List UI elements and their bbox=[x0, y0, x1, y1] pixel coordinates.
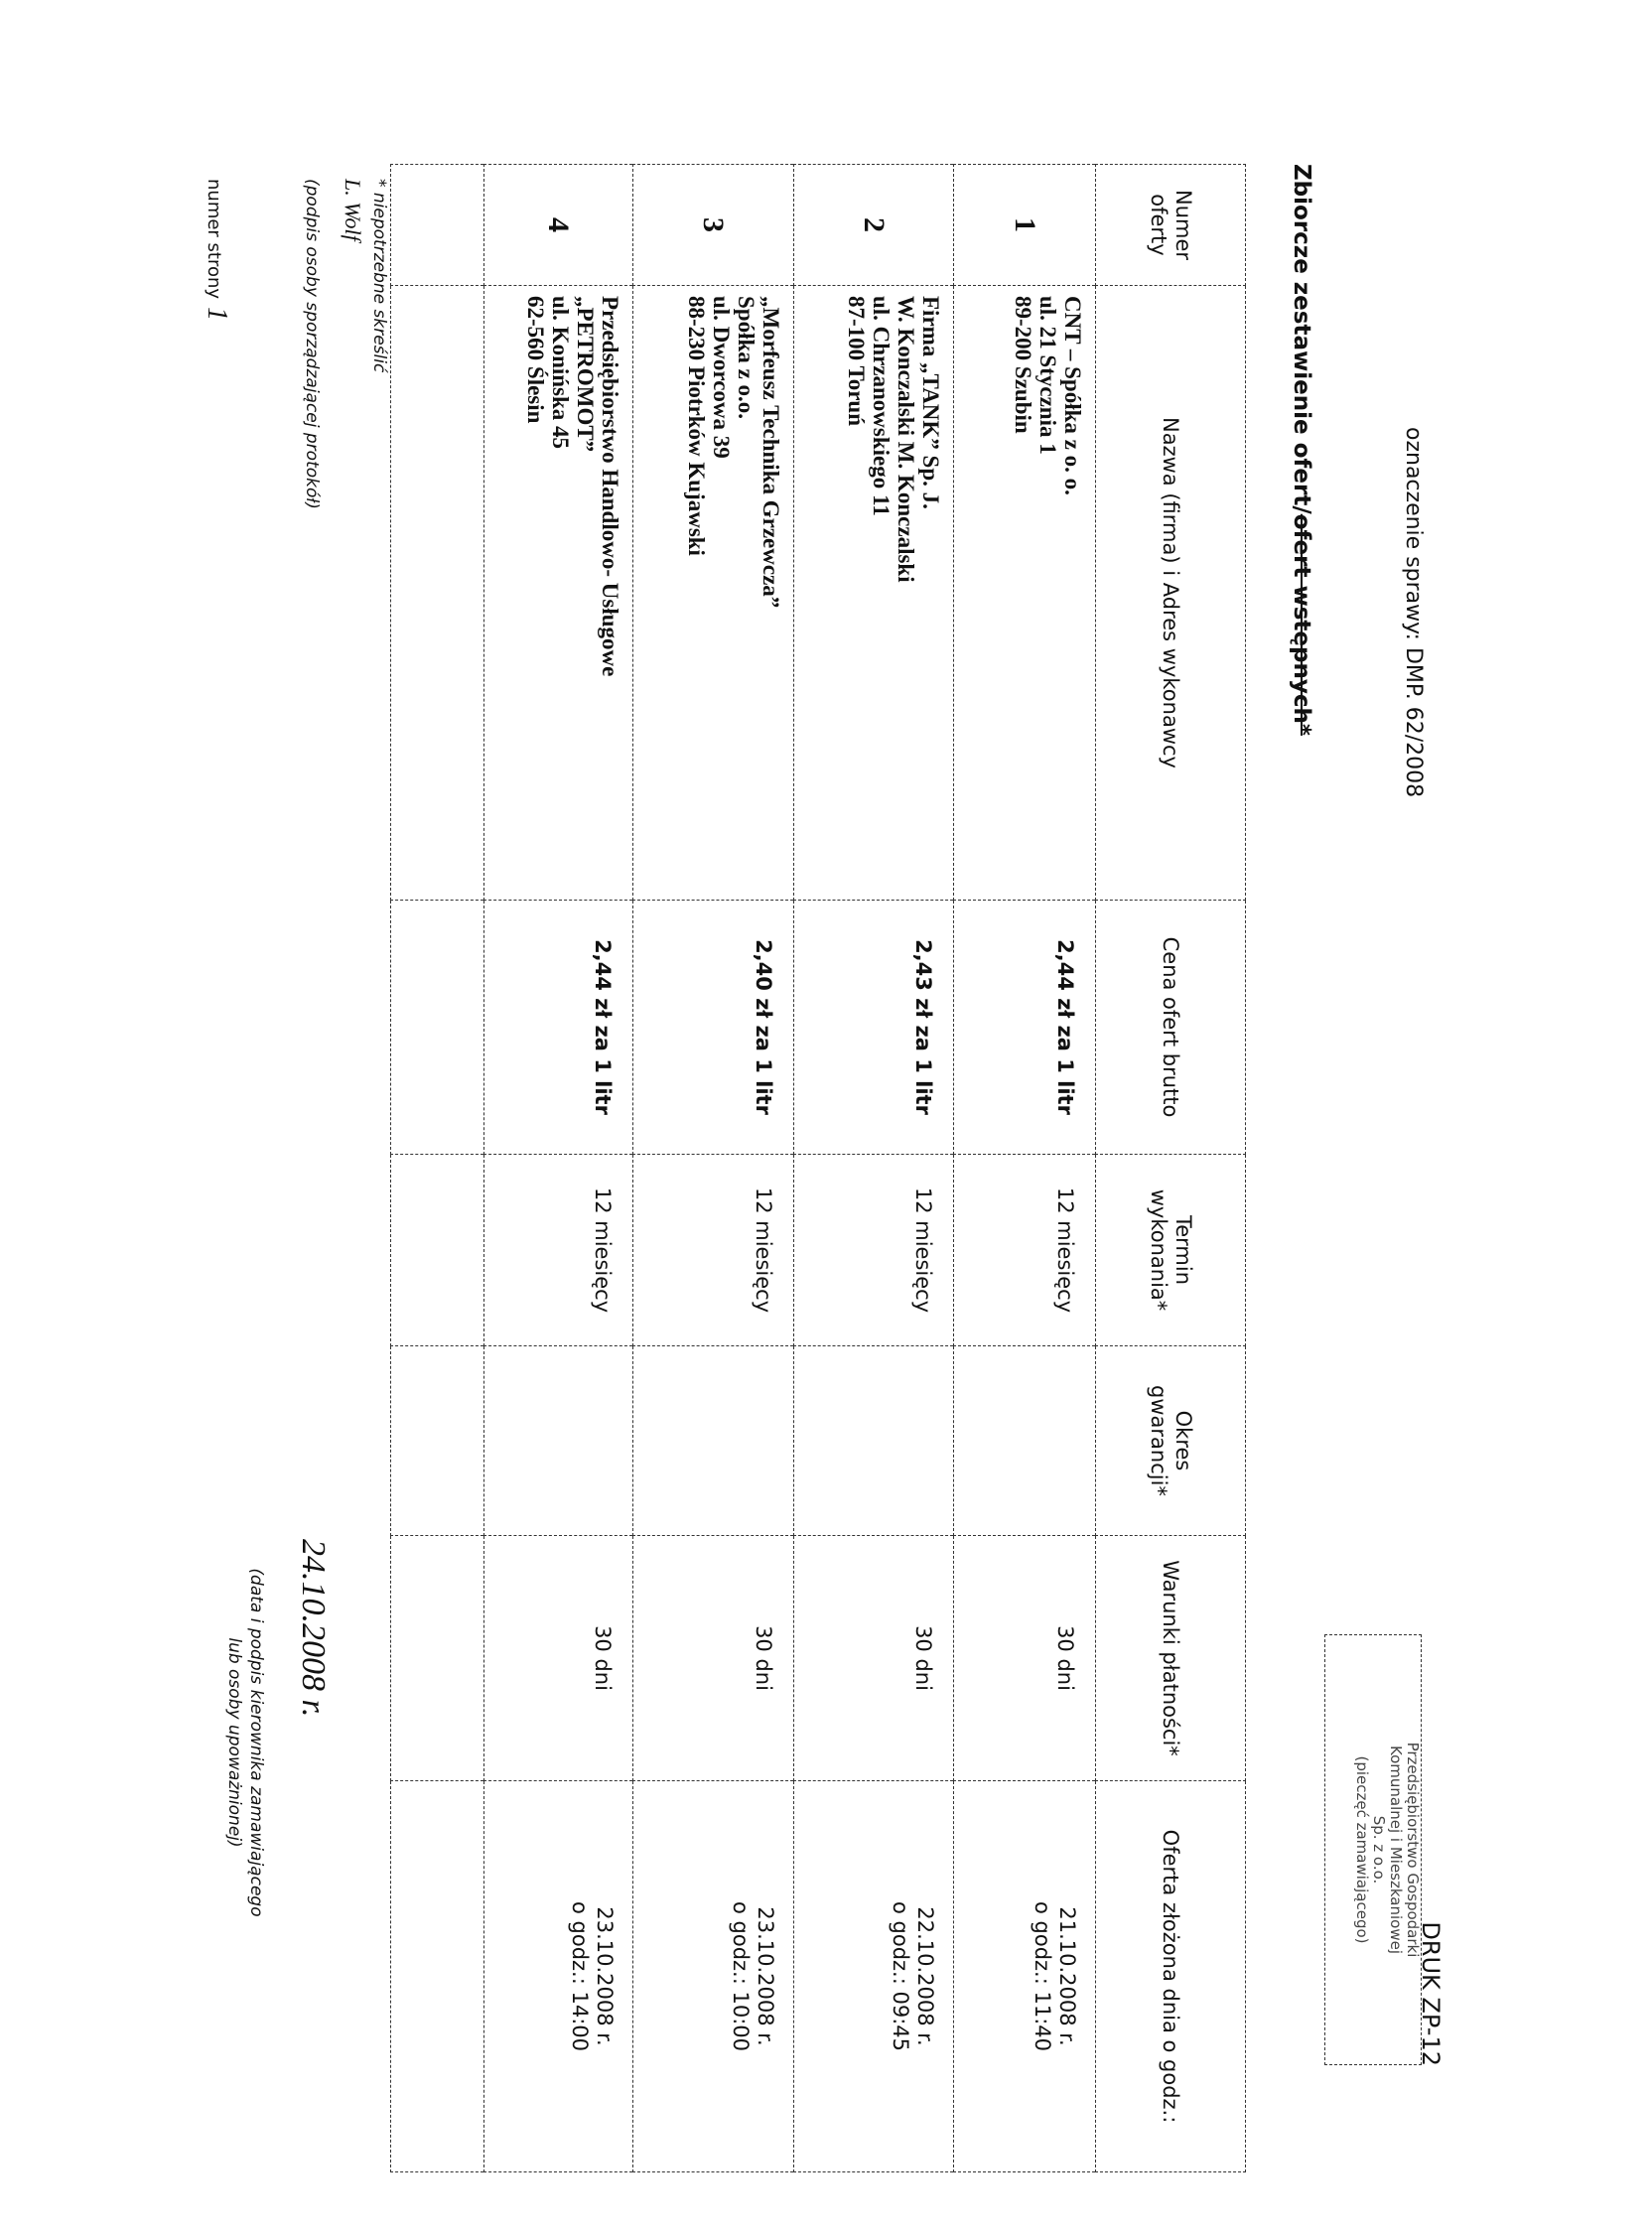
address-line: CNT – Spółka z o. o. bbox=[1060, 296, 1085, 495]
header-name: Nazwa (firma) i Adres wykonawcy bbox=[1095, 285, 1246, 901]
company-stamp: DRUK ZP-12 Przedsiębiorstwo Gospodarki K… bbox=[1324, 1634, 1445, 2068]
header-term: Termin wykonania* bbox=[1095, 1154, 1246, 1346]
date-text: 23.10.2008 r. bbox=[754, 1906, 777, 2046]
stamp-line: Komunalnej i Mieszkaniowej bbox=[1387, 1745, 1405, 1954]
offer-payment: 30 dni bbox=[793, 1535, 954, 1781]
time-text: o godz.: 11:40 bbox=[1031, 1901, 1054, 2051]
offer-payment: 30 dni bbox=[953, 1535, 1096, 1781]
offer-price: 2,40 zł za 1 litr bbox=[632, 900, 794, 1155]
address-line: 89-200 Szubin bbox=[1011, 296, 1035, 434]
approver-date-signature: 24.10.2008 r. bbox=[295, 1539, 332, 1718]
title-struck-text: ofert wstępnych* bbox=[1289, 513, 1314, 736]
address-line: Spółka z o.o. bbox=[734, 296, 758, 419]
page-title: Zbiorcze zestawienie ofert/ofert wstępny… bbox=[1289, 164, 1314, 736]
offer-payment: 30 dni bbox=[483, 1535, 633, 1781]
page-number-label: numer strony bbox=[204, 179, 224, 300]
address-line: ul. Konińska 45 bbox=[548, 296, 573, 450]
table-header-row: Numer oferty Nazwa (firma) i Adres wykon… bbox=[1095, 164, 1246, 2172]
header-price: Cena ofert brutto bbox=[1095, 900, 1246, 1155]
date-text: 22.10.2008 r. bbox=[913, 1906, 937, 2046]
header-date: Oferta złożona dnia o godz.: bbox=[1095, 1780, 1246, 2172]
empty-cell bbox=[390, 900, 484, 1155]
offer-number: 1 bbox=[953, 164, 1096, 286]
offer-warranty bbox=[953, 1345, 1096, 1536]
caption-line: lub osoby upoważnionej) bbox=[224, 1637, 244, 1848]
date-text: 21.10.2008 r. bbox=[1055, 1906, 1079, 2046]
offer-date: 23.10.2008 r. o godz.: 10:00 bbox=[632, 1780, 794, 2172]
offer-price: 2,44 zł za 1 litr bbox=[483, 900, 633, 1155]
offer-term: 12 miesięcy bbox=[953, 1154, 1096, 1346]
offer-term: 12 miesięcy bbox=[793, 1154, 954, 1346]
title-text: Zbiorcze zestawienie ofert/ bbox=[1289, 164, 1314, 514]
offer-company: CNT – Spółka z o. o. ul. 21 Stycznia 1 89-… bbox=[953, 285, 1096, 901]
offer-company: Przedsiębiorstwo Handlowo- Usługowe „PETR… bbox=[483, 285, 633, 901]
case-number: oznaczenie sprawy: DMP. 62/2008 bbox=[1401, 427, 1426, 798]
table-row: 3 „Morfeusz Technika Grzewcza” Spółka z o… bbox=[632, 164, 794, 2172]
offer-price: 2,43 zł za 1 litr bbox=[793, 900, 954, 1155]
stamp-line: (pieczęć zamawiającego) bbox=[1353, 1755, 1371, 1944]
stamp-line: Sp. z o.o. bbox=[1370, 1815, 1388, 1885]
address-line: „Morfeusz Technika Grzewcza” bbox=[758, 296, 783, 609]
time-text: o godz.: 14:00 bbox=[568, 1901, 592, 2051]
table-row: 2 Firma „TANK” Sp. J. W. Konczalski M. Ko… bbox=[793, 164, 954, 2172]
address-line: ul. 21 Stycznia 1 bbox=[1035, 296, 1060, 455]
offer-number: 3 bbox=[632, 164, 794, 286]
page-number-value: 1 bbox=[202, 307, 232, 322]
address-line: ul. Dworcowa 39 bbox=[709, 296, 734, 459]
preparer-caption: (podpis osoby sporządzającej protokół) bbox=[302, 179, 322, 509]
empty-cell bbox=[390, 1535, 484, 1781]
empty-cell bbox=[390, 1154, 484, 1346]
offer-company: Firma „TANK” Sp. J. W. Konczalski M. Konc… bbox=[793, 285, 954, 901]
header-payment: Warunki płatności* bbox=[1095, 1535, 1246, 1781]
header-number: Numer oferty bbox=[1095, 164, 1246, 286]
offer-date: 21.10.2008 r. o godz.: 11:40 bbox=[953, 1780, 1096, 2172]
empty-cell bbox=[390, 1345, 484, 1536]
offer-date: 22.10.2008 r. o godz.: 09:45 bbox=[793, 1780, 954, 2172]
empty-cell bbox=[390, 285, 484, 901]
offer-company: „Morfeusz Technika Grzewcza” Spółka z o.o… bbox=[632, 285, 794, 901]
address-line: 62-560 Ślesin bbox=[523, 296, 548, 424]
empty-cell bbox=[390, 164, 484, 286]
offers-table: Numer oferty Nazwa (firma) i Adres wykon… bbox=[390, 164, 1246, 2172]
offer-term: 12 miesięcy bbox=[632, 1154, 794, 1346]
address-line: 88-230 Piotrków Kujawski bbox=[684, 296, 709, 556]
offer-number: 2 bbox=[793, 164, 954, 286]
form-code: DRUK ZP-12 bbox=[1417, 1919, 1445, 2068]
table-row: 4 Przedsiębiorstwo Handlowo- Usługowe „PE… bbox=[483, 164, 633, 2172]
offer-warranty bbox=[483, 1345, 633, 1536]
header-warranty: Okres gwarancji* bbox=[1095, 1345, 1246, 1536]
page-number: numer strony 1 bbox=[201, 179, 232, 321]
address-line: W. Konczalski M. Konczalski bbox=[894, 296, 918, 583]
footnote: * niepotrzebne skreślić bbox=[369, 179, 389, 373]
offer-number: 4 bbox=[483, 164, 633, 286]
offer-warranty bbox=[793, 1345, 954, 1536]
address-line: Firma „TANK” Sp. J. bbox=[918, 296, 943, 509]
caption-line: (data i podpis kierownika zamawiającego bbox=[246, 1568, 266, 1917]
time-text: o godz.: 10:00 bbox=[729, 1901, 753, 2051]
offer-warranty bbox=[632, 1345, 794, 1536]
date-text: 23.10.2008 r. bbox=[593, 1906, 617, 2046]
empty-row bbox=[390, 164, 484, 2172]
preparer-signature: L. Wolf bbox=[341, 179, 365, 241]
address-line: ul. Chrzanowskiego 11 bbox=[869, 296, 894, 516]
address-line: „PETROMOT” bbox=[573, 296, 598, 453]
time-text: o godz.: 09:45 bbox=[889, 1901, 912, 2051]
offer-date: 23.10.2008 r. o godz.: 14:00 bbox=[483, 1780, 633, 2172]
empty-cell bbox=[390, 1780, 484, 2172]
offer-term: 12 miesięcy bbox=[483, 1154, 633, 1346]
approver-caption: (data i podpis kierownika zamawiającego l… bbox=[223, 1544, 267, 1941]
address-line: 87-100 Toruń bbox=[844, 296, 869, 427]
address-line: Przedsiębiorstwo Handlowo- Usługowe bbox=[598, 296, 622, 677]
offer-price: 2,44 zł za 1 litr bbox=[953, 900, 1096, 1155]
offer-payment: 30 dni bbox=[632, 1535, 794, 1781]
